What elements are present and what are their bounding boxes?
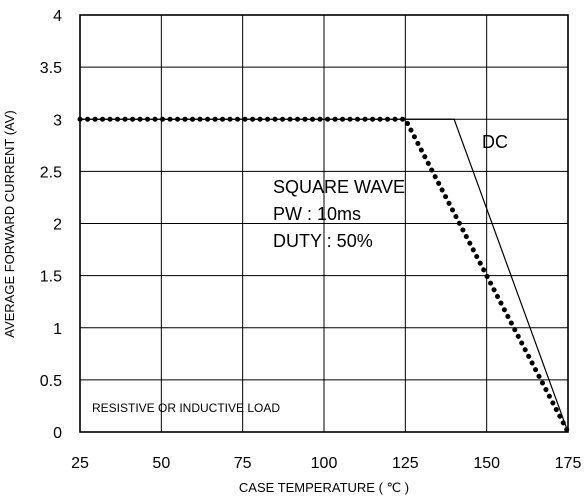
x-tick-label: 25 (71, 455, 89, 472)
duty-label: DUTY : 50% (273, 231, 373, 251)
x-tick-label: 100 (311, 455, 338, 472)
y-tick-label: 3 (53, 112, 62, 129)
y-tick-label: 2.5 (40, 164, 62, 181)
x-tick-label: 50 (152, 455, 170, 472)
series-lines (77, 116, 571, 435)
square-wave-series-line (77, 116, 571, 435)
tick-labels: 25 50 75 100 125 150 175 0 0.5 1 1.5 2 2.5 3 3.5 4 (40, 8, 582, 472)
y-tick-label: 2 (53, 217, 62, 234)
dc-label: DC (482, 132, 508, 152)
x-tick-label: 125 (392, 455, 419, 472)
square-wave-annotation: SQUARE WAVE PW : 10ms DUTY : 50% (273, 177, 405, 251)
x-tick-label: 75 (234, 455, 252, 472)
dc-series-line (80, 118, 569, 433)
y-tick-label: 0.5 (40, 373, 62, 390)
x-tick-label: 150 (473, 455, 500, 472)
y-tick-label: 4 (53, 8, 62, 25)
y-tick-label: 1.5 (40, 269, 62, 286)
pulse-width-label: PW : 10ms (273, 204, 361, 224)
load-label: RESISTIVE OR INDUCTIVE LOAD (92, 401, 280, 415)
y-axis-label: AVERAGE FORWARD CURRENT (AV) (2, 110, 17, 338)
x-axis-label: CASE TEMPERATURE ( ℃ ) (239, 480, 409, 495)
plot-frame (79, 14, 569, 433)
square-wave-label: SQUARE WAVE (273, 177, 405, 197)
y-tick-label: 3.5 (40, 60, 62, 77)
y-tick-label: 1 (53, 321, 62, 338)
y-tick-label: 0 (53, 425, 62, 442)
x-tick-label: 175 (555, 455, 582, 472)
